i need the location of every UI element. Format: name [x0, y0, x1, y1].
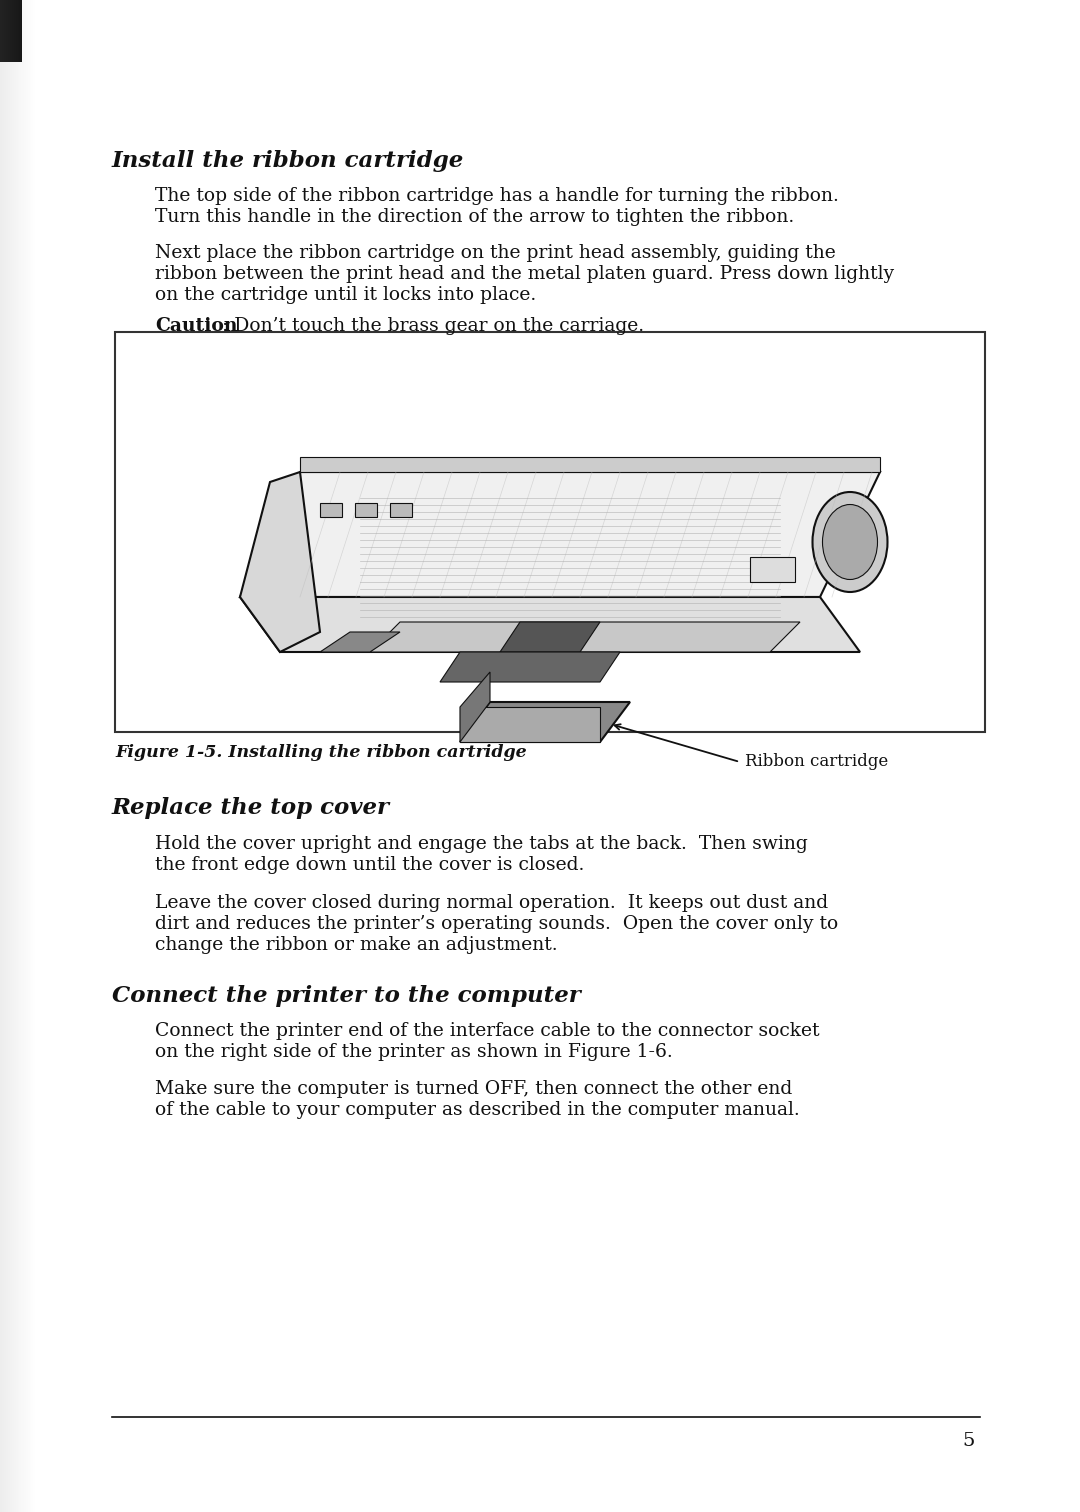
Ellipse shape — [812, 491, 888, 593]
Bar — [114, 333, 985, 732]
Text: Install the ribbon cartridge: Install the ribbon cartridge — [112, 150, 464, 172]
Text: Replace the top cover: Replace the top cover — [112, 797, 390, 820]
Text: : Don’t touch the brass gear on the carriage.: : Don’t touch the brass gear on the carr… — [222, 318, 644, 336]
Ellipse shape — [823, 505, 877, 579]
Polygon shape — [240, 597, 860, 652]
Text: The top side of the ribbon cartridge has a handle for turning the ribbon.
Turn t: The top side of the ribbon cartridge has… — [156, 187, 839, 225]
Bar — [355, 503, 377, 517]
Text: Connect the printer end of the interface cable to the connector socket
on the ri: Connect the printer end of the interface… — [156, 1022, 820, 1061]
Text: Ribbon cartridge: Ribbon cartridge — [745, 753, 888, 771]
Text: Hold the cover upright and engage the tabs at the back.  Then swing
the front ed: Hold the cover upright and engage the ta… — [156, 835, 808, 874]
Text: Figure 1-5. Installing the ribbon cartridge: Figure 1-5. Installing the ribbon cartri… — [114, 744, 527, 761]
Text: Caution: Caution — [156, 318, 238, 336]
Polygon shape — [240, 472, 320, 652]
Bar — [0, 0, 22, 62]
Polygon shape — [370, 621, 800, 652]
Polygon shape — [460, 708, 600, 742]
Polygon shape — [440, 652, 620, 682]
Polygon shape — [460, 671, 490, 742]
Polygon shape — [320, 632, 400, 652]
Text: Next place the ribbon cartridge on the print head assembly, guiding the
ribbon b: Next place the ribbon cartridge on the p… — [156, 243, 894, 304]
Text: 5: 5 — [962, 1432, 975, 1450]
Bar — [320, 503, 342, 517]
Polygon shape — [460, 702, 630, 742]
Polygon shape — [500, 621, 600, 652]
Polygon shape — [300, 457, 880, 472]
Bar — [750, 556, 795, 582]
Polygon shape — [240, 472, 880, 597]
Bar — [390, 503, 411, 517]
Text: Make sure the computer is turned OFF, then connect the other end
of the cable to: Make sure the computer is turned OFF, th… — [156, 1080, 800, 1119]
Text: Leave the cover closed during normal operation.  It keeps out dust and
dirt and : Leave the cover closed during normal ope… — [156, 894, 838, 954]
Text: Connect the printer to the computer: Connect the printer to the computer — [112, 984, 581, 1007]
